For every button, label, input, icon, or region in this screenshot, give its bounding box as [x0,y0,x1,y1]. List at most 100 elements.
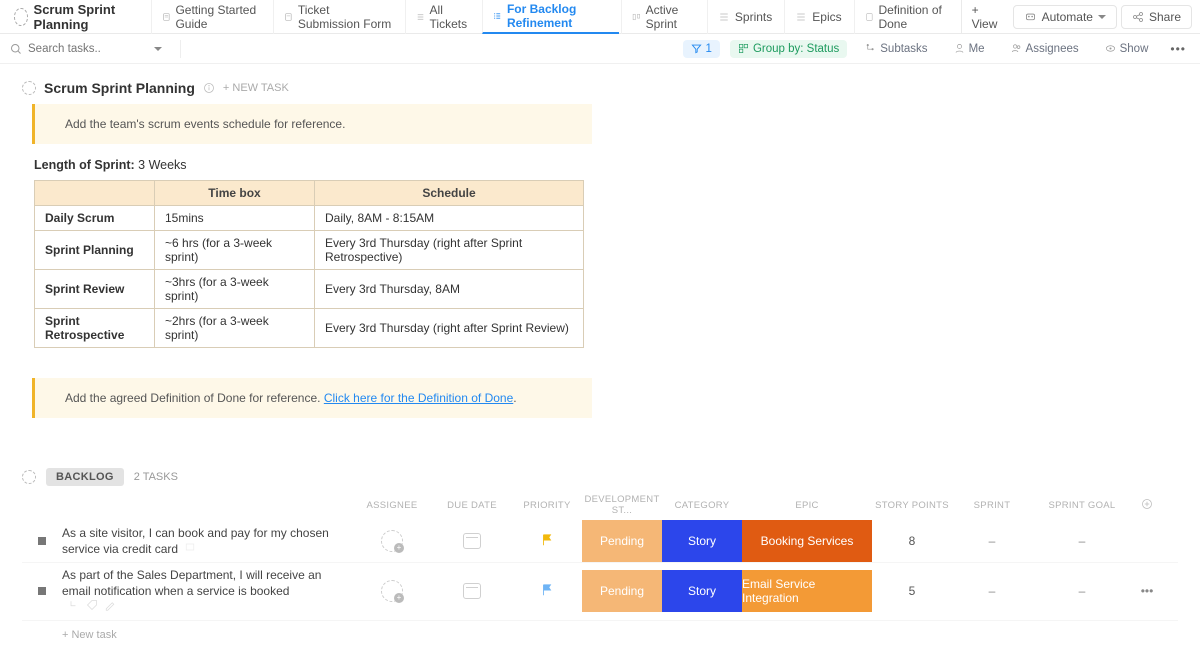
subtasks-chip[interactable]: Subtasks [857,40,935,58]
groupby-chip[interactable]: Group by: Status [730,40,847,58]
edit-icon[interactable] [104,599,116,611]
robot-icon [1024,10,1037,23]
view-tab-backlog-refinement[interactable]: For Backlog Refinement [482,0,619,34]
chevron-down-icon [1098,15,1106,19]
group-chip: BACKLOG [46,468,124,486]
search-input[interactable] [28,43,148,55]
task-status[interactable] [22,537,62,545]
priority-cell[interactable] [512,533,582,550]
priority-cell[interactable] [512,583,582,600]
doc-icon [865,11,874,23]
sprintgoal-cell[interactable]: – [1032,584,1132,598]
list-icon [493,10,502,22]
sprint-cell[interactable]: – [952,534,1032,548]
category-tag[interactable]: Story [662,520,742,562]
view-tab-sprints[interactable]: Sprints [707,0,782,34]
task-title[interactable]: As a site visitor, I can book and pay fo… [62,521,352,561]
schedule-table: Time box Schedule Daily Scrum15minsDaily… [34,180,584,348]
list-icon [416,11,425,23]
note-icon[interactable] [184,541,196,553]
view-tab-ticket-form[interactable]: Ticket Submission Form [273,0,403,34]
sprint-cell[interactable]: – [952,584,1032,598]
assignees-chip[interactable]: Assignees [1003,40,1087,58]
col-epic[interactable]: EPIC [742,500,872,511]
col-storypoints[interactable]: STORY POINTS [872,500,952,511]
dev-status-tag[interactable]: Pending [582,520,662,562]
filter-chip[interactable]: 1 [683,40,720,58]
flag-icon [540,533,554,547]
me-label: Me [969,43,985,55]
show-chip[interactable]: Show [1097,40,1157,58]
people-icon [1011,43,1022,54]
eye-icon [1105,43,1116,54]
subtask-icon [865,43,876,54]
view-tab-dod[interactable]: Definition of Done [854,0,959,34]
groupby-label: Group by: Status [753,43,839,55]
assignees-label: Assignees [1026,43,1079,55]
subtasks-label: Subtasks [880,43,927,55]
info-icon[interactable] [203,82,215,94]
sprintgoal-cell[interactable]: – [1032,534,1132,548]
more-button[interactable]: ••• [1166,42,1190,56]
view-tab-epics[interactable]: Epics [784,0,851,34]
status-circle-icon [22,470,36,484]
category-tag[interactable]: Story [662,570,742,612]
automate-button[interactable]: Automate [1013,5,1117,29]
col-priority[interactable]: PRIORITY [512,500,582,511]
dod-link[interactable]: Click here for the Definition of Done [324,391,513,405]
new-task-button[interactable]: + New task [22,621,1178,641]
task-status[interactable] [22,587,62,595]
row-more-button[interactable]: ••• [1132,584,1162,598]
tag-icon[interactable] [86,599,98,611]
space-header[interactable]: Scrum Sprint Planning [8,2,149,32]
assignee-cell[interactable] [352,530,432,552]
callout-schedule: Add the team's scrum events schedule for… [32,104,592,144]
add-view-button[interactable]: + View [961,0,1009,34]
task-title[interactable]: As part of the Sales Department, I will … [62,563,352,620]
chevron-down-icon[interactable] [154,47,162,51]
search-box[interactable] [10,43,170,55]
show-label: Show [1120,43,1149,55]
storypoints-cell[interactable]: 8 [872,534,952,548]
filter-count: 1 [706,43,712,55]
share-button[interactable]: Share [1121,5,1192,29]
view-label: Sprints [735,10,772,24]
add-column-button[interactable] [1132,498,1162,513]
sprint-length: Length of Sprint: 3 Weeks [34,158,1178,172]
group-icon [738,43,749,54]
epic-tag[interactable]: Booking Services [742,520,872,562]
epic-tag[interactable]: Email Service Integration [742,570,872,612]
me-chip[interactable]: Me [946,40,993,58]
col-category[interactable]: CATEGORY [662,500,742,511]
col-devstatus[interactable]: DEVELOPMENT ST... [582,494,662,516]
th-blank [35,181,155,206]
duedate-cell[interactable] [432,583,512,599]
task-row[interactable]: As part of the Sales Department, I will … [22,563,1178,621]
col-sprint[interactable]: SPRINT [952,500,1032,511]
col-sprintgoal[interactable]: SPRINT GOAL [1032,500,1132,511]
task-row[interactable]: As a site visitor, I can book and pay fo… [22,520,1178,563]
dev-status-tag[interactable]: Pending [582,570,662,612]
person-icon [954,43,965,54]
storypoints-cell[interactable]: 5 [872,584,952,598]
callout-dod: Add the agreed Definition of Done for re… [32,378,592,418]
group-count: 2 TASKS [134,471,178,483]
view-tab-getting-started[interactable]: Getting Started Guide [151,0,271,34]
form-icon [284,11,293,23]
col-duedate[interactable]: DUE DATE [432,500,512,511]
top-nav: Scrum Sprint Planning Getting Started Gu… [0,0,1200,34]
view-label: Getting Started Guide [175,3,261,31]
col-assignee[interactable]: ASSIGNEE [352,500,432,511]
calendar-icon [463,583,481,599]
share-icon [1132,11,1144,23]
view-tab-all-tickets[interactable]: All Tickets [405,0,481,34]
group-header[interactable]: BACKLOG 2 TASKS [22,468,1178,486]
view-label: Active Sprint [646,3,695,31]
view-tab-active-sprint[interactable]: Active Sprint [621,0,705,34]
status-circle-icon[interactable] [22,81,36,95]
assignee-cell[interactable] [352,580,432,602]
new-task-inline[interactable]: + NEW TASK [223,82,289,94]
subtask-icon[interactable] [68,599,80,611]
duedate-cell[interactable] [432,533,512,549]
filter-bar: 1 Group by: Status Subtasks Me Assignees… [0,34,1200,64]
